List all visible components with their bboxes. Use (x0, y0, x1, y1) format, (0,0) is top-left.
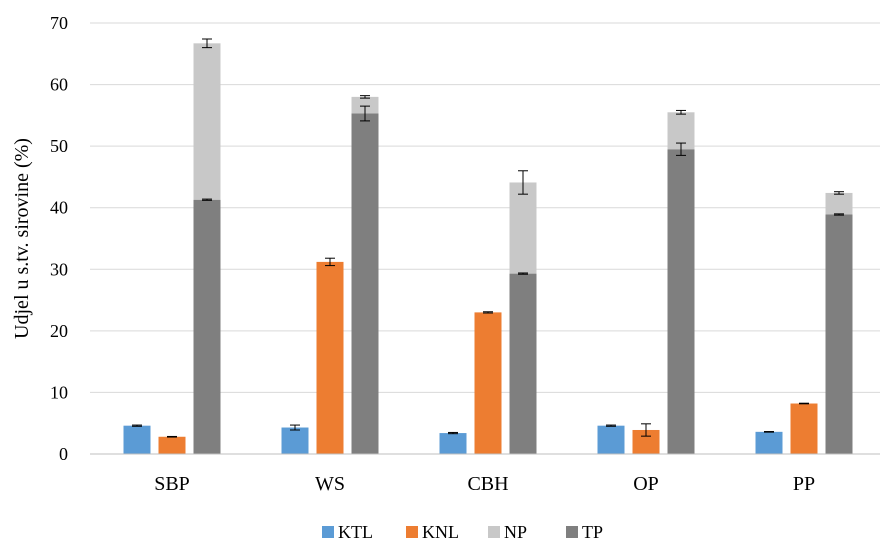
x-category-label: OP (633, 473, 659, 495)
bar-np-sbp (193, 43, 221, 200)
y-axis-ticks: 0 10 20 30 40 50 60 70 (50, 13, 68, 464)
bar-ktl-op (597, 425, 625, 454)
bar-tp-op (667, 149, 695, 454)
bar-tp-pp (825, 214, 853, 454)
bar-knl-sbp (158, 436, 186, 454)
bars (123, 43, 853, 454)
y-tick-label: 70 (50, 13, 68, 33)
legend-label-knl: KNL (422, 522, 459, 542)
x-category-label: PP (793, 473, 815, 495)
bar-np-ws (351, 96, 379, 114)
bar-tp-sbp (193, 199, 221, 454)
y-tick-label: 40 (50, 198, 68, 218)
bar-ktl-sbp (123, 425, 151, 454)
legend-swatch-np (488, 526, 500, 538)
legend-label-tp: TP (582, 522, 603, 542)
legend-swatch-knl (406, 526, 418, 538)
y-axis-title: Udjel u s.tv. sirovine (%) (11, 138, 33, 339)
y-tick-label: 20 (50, 321, 68, 341)
x-category-label: WS (315, 473, 345, 495)
legend: KTL KNL NP TP (322, 522, 603, 542)
bar-tp-cbh (509, 273, 537, 454)
x-category-label: CBH (467, 473, 508, 495)
bar-ktl-cbh (439, 433, 467, 454)
y-tick-label: 10 (50, 382, 68, 402)
bar-knl-pp (790, 403, 818, 454)
gridlines (90, 22, 880, 393)
bar-knl-ws (316, 261, 344, 454)
x-category-label: SBP (154, 473, 190, 495)
x-axis-categories: SBP WS CBH OP PP (154, 473, 815, 495)
bar-tp-ws (351, 113, 379, 454)
y-tick-label: 60 (50, 75, 68, 95)
y-tick-label: 0 (59, 444, 68, 464)
bar-np-cbh (509, 182, 537, 274)
bar-ktl-ws (281, 427, 309, 454)
y-tick-label: 30 (50, 259, 68, 279)
bar-knl-cbh (474, 312, 502, 454)
legend-swatch-ktl (322, 526, 334, 538)
legend-label-ktl: KTL (338, 522, 373, 542)
bar-np-pp (825, 192, 853, 215)
y-tick-label: 50 (50, 136, 68, 156)
legend-swatch-tp (566, 526, 578, 538)
legend-label-np: NP (504, 522, 527, 542)
error-bars (132, 38, 844, 438)
bar-ktl-pp (755, 431, 783, 454)
